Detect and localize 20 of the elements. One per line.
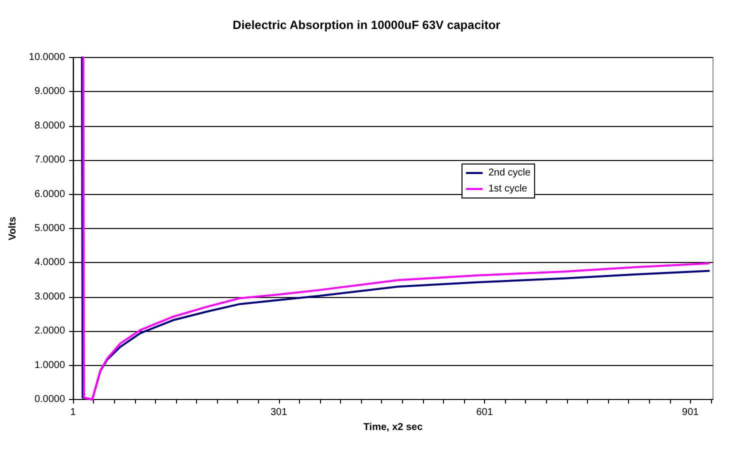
y-tick-label: 9.0000 xyxy=(34,86,66,98)
y-tick-label: 1.0000 xyxy=(34,360,66,371)
legend-label: 2nd cycle xyxy=(488,168,532,178)
x-tick-label: 1 xyxy=(70,407,76,418)
x-axis-title: Time, x2 sec xyxy=(363,422,424,433)
chart-title: Dielectric Absorption in 10000uF 63V capacitor xyxy=(232,18,501,32)
x-tick-label: 301 xyxy=(270,407,288,418)
legend-label: 1st cycle xyxy=(488,184,528,194)
y-tick-label: 5.0000 xyxy=(34,223,66,234)
y-tick-label: 10.0000 xyxy=(28,52,66,63)
x-tick-label: 901 xyxy=(682,407,700,418)
y-tick-label: 3.0000 xyxy=(34,291,66,302)
y-tick-label: 4.0000 xyxy=(34,257,66,268)
y-axis-title: Volts xyxy=(8,216,18,240)
y-tick-label: 2.0000 xyxy=(34,326,66,337)
y-tick-label: 8.0000 xyxy=(34,120,66,132)
y-tick-label: 7.0000 xyxy=(34,154,66,166)
x-tick-label: 601 xyxy=(476,407,494,418)
y-tick-label: 0.0000 xyxy=(34,394,66,405)
y-tick-label: 6.0000 xyxy=(34,188,66,200)
